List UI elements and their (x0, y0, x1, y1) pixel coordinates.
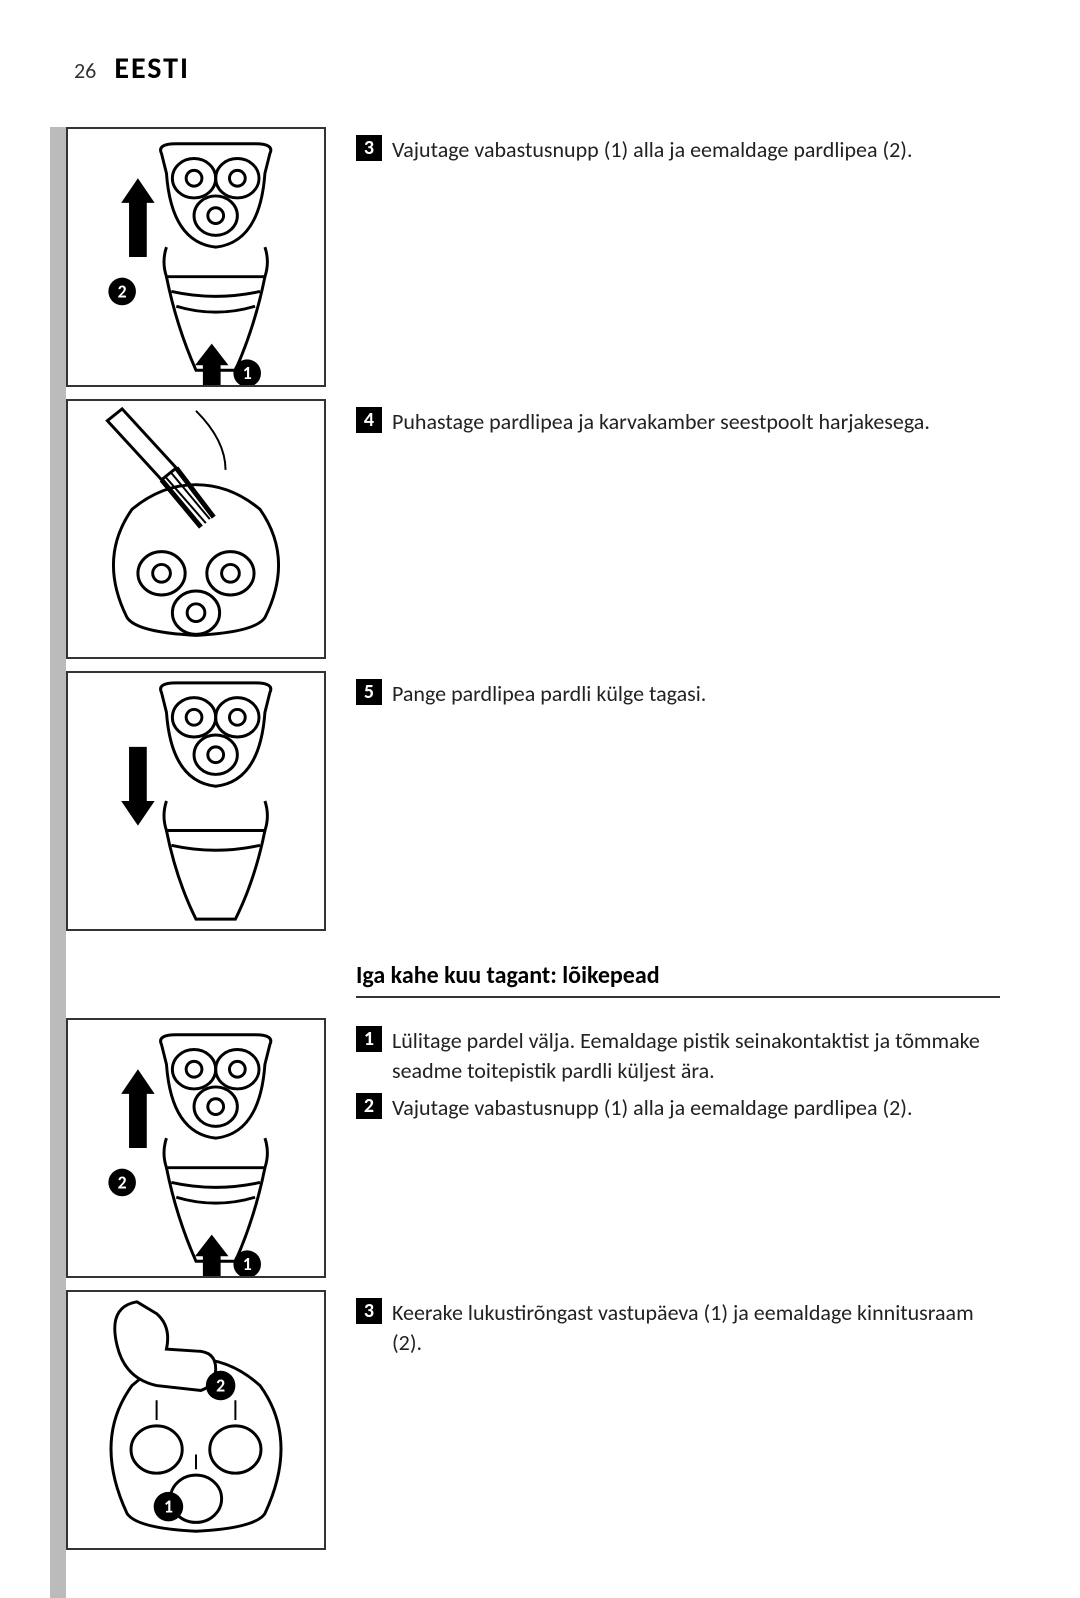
svg-text:1: 1 (164, 1496, 173, 1518)
step-text-block: 3 Keerake lukustirõngast vastupäeva (1) … (356, 1290, 1000, 1365)
shaver-remove-head-illustration-2: 2 1 (66, 1018, 326, 1278)
instruction-step: 5 Pange pardlipea pardli külge tagasi. (356, 679, 1000, 709)
step-text: Pange pardlipea pardli külge tagasi. (392, 679, 706, 709)
instruction-step: 2 Vajutage vabastusnupp (1) alla ja eema… (356, 1093, 1000, 1123)
step-row: 2 1 3 Keerake lukustirõngast vastupäeva … (66, 1290, 1000, 1550)
step-row: 2 1 3 Vajutage vabastusnupp (1) alla ja … (66, 127, 1000, 387)
instruction-step: 3 Vajutage vabastusnupp (1) alla ja eema… (356, 135, 1000, 165)
shaver-unlock-frame-illustration: 2 1 (66, 1290, 326, 1550)
shaver-reattach-head-illustration (66, 671, 326, 931)
step-row: 4 Puhastage pardlipea ja karvakamber see… (66, 399, 1000, 659)
svg-text:2: 2 (118, 280, 127, 302)
step-text-block: 4 Puhastage pardlipea ja karvakamber see… (356, 399, 1000, 445)
shaver-remove-head-illustration: 2 1 (66, 127, 326, 387)
svg-text:1: 1 (243, 1253, 252, 1275)
page-header: 26 EESTI (74, 50, 1000, 87)
instruction-step: 4 Puhastage pardlipea ja karvakamber see… (356, 407, 1000, 437)
step-text-block: 1 Lülitage pardel välja. Eemaldage pisti… (356, 1018, 1000, 1131)
step-row: 2 1 1 Lülitage pardel välja. Eemaldage p… (66, 1018, 1000, 1278)
step-text-block: 3 Vajutage vabastusnupp (1) alla ja eema… (356, 127, 1000, 173)
step-number-badge: 4 (356, 407, 382, 433)
content-frame: 2 1 3 Vajutage vabastusnupp (1) alla ja … (50, 127, 1000, 1598)
section-heading: Iga kahe kuu tagant: lõikepead (356, 961, 1000, 998)
svg-text:2: 2 (118, 1171, 127, 1193)
shaver-brush-clean-illustration (66, 399, 326, 659)
step-number-badge: 5 (356, 679, 382, 705)
step-text-block: 5 Pange pardlipea pardli külge tagasi. (356, 671, 1000, 717)
step-text: Keerake lukustirõngast vastupäeva (1) ja… (392, 1298, 1000, 1357)
step-number-badge: 2 (356, 1093, 382, 1119)
step-text: Puhastage pardlipea ja karvakamber seest… (392, 407, 930, 437)
step-text: Vajutage vabastusnupp (1) alla ja eemald… (392, 1093, 913, 1123)
step-row: 5 Pange pardlipea pardli külge tagasi. (66, 671, 1000, 931)
step-number-badge: 1 (356, 1026, 382, 1052)
step-text: Vajutage vabastusnupp (1) alla ja eemald… (392, 135, 913, 165)
step-number-badge: 3 (356, 135, 382, 161)
instruction-step: 3 Keerake lukustirõngast vastupäeva (1) … (356, 1298, 1000, 1357)
svg-text:1: 1 (243, 362, 252, 384)
page-number: 26 (74, 57, 96, 84)
step-number-badge: 3 (356, 1298, 382, 1324)
svg-text:2: 2 (216, 1374, 225, 1396)
section-heading-block: Iga kahe kuu tagant: lõikepead (356, 961, 1000, 998)
step-text: Lülitage pardel välja. Eemaldage pistik … (392, 1026, 1000, 1085)
instruction-step: 1 Lülitage pardel välja. Eemaldage pisti… (356, 1026, 1000, 1085)
language-title: EESTI (114, 50, 190, 87)
